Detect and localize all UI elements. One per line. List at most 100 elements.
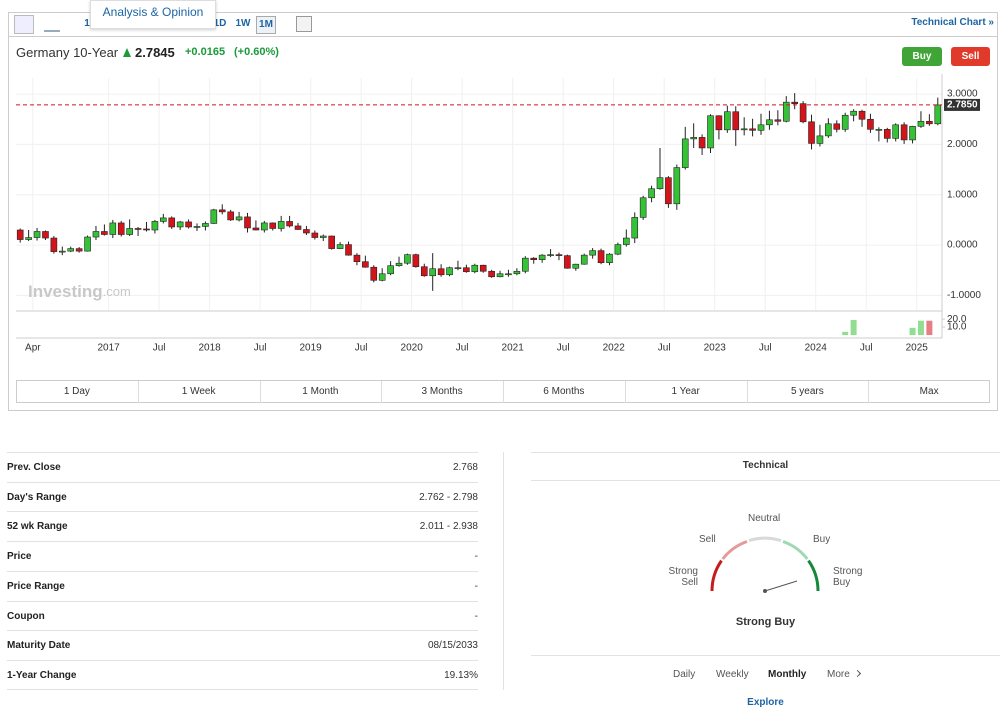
candle-body	[589, 250, 596, 256]
stat-bottom-line	[7, 689, 478, 690]
candle-body	[799, 103, 807, 123]
gauge-buy	[782, 540, 809, 560]
candle-body	[109, 222, 117, 235]
range-button[interactable]: 1 Day	[16, 381, 139, 403]
range-button[interactable]: 6 Months	[503, 381, 626, 403]
candle-body	[218, 209, 226, 213]
instrument-name: Germany 10-Year	[16, 45, 119, 60]
y-tick-label: 1.0000	[947, 189, 978, 200]
x-tick-label: Jul	[557, 343, 570, 354]
candle-body	[867, 118, 874, 130]
candle-body	[513, 270, 521, 275]
indicator-icon[interactable]	[296, 16, 312, 32]
watermark-main: Investing	[28, 282, 103, 301]
x-tick-label: Jul	[759, 343, 772, 354]
candle-body	[252, 227, 260, 231]
candle-body	[698, 137, 706, 149]
stat-row: Price Range -	[7, 570, 478, 601]
candle-body	[412, 254, 420, 268]
candle-body	[25, 237, 32, 240]
candle-body	[92, 231, 100, 238]
range-button[interactable]: 1 Month	[260, 381, 383, 403]
candle-body	[808, 121, 815, 144]
gauge	[710, 536, 820, 593]
popup-menu[interactable]: Analysis & Opinion	[90, 0, 216, 29]
candle-body	[841, 114, 849, 130]
candle-body	[244, 216, 251, 229]
x-tick-label: 2025	[906, 343, 929, 354]
range-button[interactable]: Max	[919, 386, 939, 397]
stat-label: 52 wk Range	[7, 521, 68, 533]
candle-body	[328, 235, 335, 249]
candle-body	[564, 255, 571, 269]
price: 2.7845	[135, 45, 175, 60]
gauge-sell	[721, 540, 748, 560]
candle-body	[446, 267, 453, 276]
range-button[interactable]: 1 Week	[138, 381, 261, 403]
candle-body	[766, 119, 773, 126]
stat-label: Price Range	[7, 580, 65, 592]
range-button[interactable]: 3 Months	[381, 381, 504, 403]
candle-body	[934, 104, 942, 125]
candle-body	[143, 228, 150, 231]
candle-body	[345, 244, 352, 256]
candle-body	[555, 254, 563, 256]
gauge-needle	[764, 580, 798, 592]
candle-body	[387, 265, 394, 275]
x-tick-label: 2021	[502, 343, 525, 354]
candle-body	[757, 124, 765, 131]
candle-body	[791, 101, 798, 104]
interval-button[interactable]: 1	[84, 18, 90, 29]
candle-body	[479, 264, 487, 272]
candle-body	[210, 209, 218, 224]
explore-link[interactable]: Explore	[747, 697, 784, 708]
candle-body	[33, 231, 41, 238]
candle-body	[732, 111, 740, 131]
candle-body	[673, 167, 681, 205]
candle-body	[883, 129, 891, 139]
candle-body	[75, 248, 83, 252]
sell-button[interactable]: Sell	[951, 47, 990, 66]
stat-row: 1-Year Change 19.13%	[7, 659, 478, 690]
stat-label: Day's Range	[7, 491, 67, 503]
interval-button[interactable]: 1M	[256, 16, 276, 34]
candle-body	[850, 110, 857, 116]
range-button[interactable]: 1 Year	[625, 381, 748, 403]
tab[interactable]: Daily	[673, 669, 696, 680]
stat-row: Maturity Date 08/15/2033	[7, 630, 478, 660]
x-tick-label: 2017	[97, 343, 120, 354]
range-button[interactable]: 5 years	[747, 381, 870, 403]
interval-button[interactable]: 1W	[235, 18, 251, 29]
candle-body	[294, 225, 302, 230]
technical-chart-link[interactable]: Technical Chart »	[911, 17, 994, 28]
candle-body	[395, 262, 403, 267]
stat-value: 2.762 - 2.798	[419, 491, 478, 503]
last-price-label: 2.7850	[947, 100, 978, 111]
gauge-label: Sell	[699, 534, 716, 545]
stat-row: Coupon -	[7, 600, 478, 631]
tab[interactable]: Monthly	[768, 669, 807, 680]
candle-body	[572, 263, 580, 269]
area-icon[interactable]	[44, 16, 60, 32]
candle-body	[926, 120, 933, 125]
buy-button[interactable]: Buy	[902, 47, 942, 66]
candle-body	[42, 231, 49, 239]
interval-button[interactable]: 1D	[213, 18, 227, 29]
candle-body	[740, 128, 748, 131]
candle-body	[185, 221, 192, 228]
candle-body	[471, 264, 479, 273]
stat-row: Prev. Close 2.768	[7, 452, 478, 482]
tab[interactable]: More	[827, 669, 850, 680]
gauge-neutral	[748, 536, 782, 543]
candle-body	[648, 188, 655, 199]
candle-body	[50, 237, 58, 252]
tab[interactable]: Weekly	[716, 669, 749, 680]
candle-icon[interactable]	[14, 15, 34, 34]
stat-value: 2.768	[452, 462, 478, 473]
stat-label: Maturity Date	[7, 640, 71, 652]
candle-body	[160, 217, 167, 222]
chevron[interactable]	[853, 669, 862, 678]
candle-body	[235, 216, 243, 221]
candle-body	[336, 244, 344, 249]
candle-body	[101, 231, 108, 235]
